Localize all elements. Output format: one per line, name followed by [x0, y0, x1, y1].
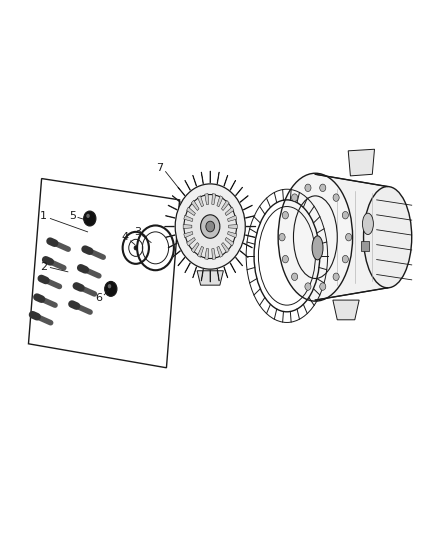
Polygon shape: [228, 231, 237, 238]
Text: 1: 1: [40, 211, 47, 221]
Polygon shape: [165, 226, 174, 227]
Circle shape: [320, 184, 326, 191]
Polygon shape: [217, 196, 223, 207]
Polygon shape: [245, 235, 255, 238]
Polygon shape: [224, 175, 228, 186]
Polygon shape: [246, 226, 256, 227]
Polygon shape: [244, 243, 252, 248]
Polygon shape: [187, 207, 195, 215]
Circle shape: [84, 211, 96, 226]
Circle shape: [184, 195, 237, 259]
Polygon shape: [225, 207, 234, 215]
Polygon shape: [210, 171, 211, 183]
Text: 4: 4: [121, 232, 128, 242]
Polygon shape: [210, 270, 211, 282]
Circle shape: [283, 255, 289, 263]
Circle shape: [201, 215, 220, 238]
Polygon shape: [172, 251, 180, 257]
Polygon shape: [191, 200, 199, 211]
Ellipse shape: [364, 187, 412, 288]
Circle shape: [175, 184, 245, 269]
Polygon shape: [224, 267, 228, 278]
Polygon shape: [229, 224, 237, 229]
Polygon shape: [178, 257, 185, 266]
Polygon shape: [225, 238, 234, 246]
Polygon shape: [184, 215, 193, 222]
Ellipse shape: [362, 213, 373, 235]
Polygon shape: [193, 175, 197, 186]
Polygon shape: [201, 269, 204, 281]
Polygon shape: [185, 180, 191, 190]
Circle shape: [342, 212, 348, 219]
Circle shape: [292, 273, 298, 280]
Polygon shape: [217, 172, 219, 184]
Circle shape: [333, 194, 339, 201]
Polygon shape: [217, 269, 219, 281]
Polygon shape: [245, 215, 255, 219]
Polygon shape: [240, 196, 248, 203]
Polygon shape: [28, 179, 180, 368]
Text: 5: 5: [69, 211, 76, 221]
Circle shape: [320, 283, 326, 290]
Polygon shape: [168, 205, 177, 210]
Polygon shape: [228, 215, 237, 222]
Polygon shape: [187, 238, 195, 246]
Polygon shape: [333, 300, 359, 320]
Polygon shape: [166, 215, 175, 219]
Polygon shape: [236, 257, 243, 266]
Polygon shape: [348, 149, 374, 176]
Polygon shape: [205, 193, 209, 205]
Polygon shape: [230, 263, 236, 273]
Text: 2: 2: [40, 262, 47, 271]
Polygon shape: [244, 205, 252, 210]
Polygon shape: [168, 243, 177, 248]
Circle shape: [305, 184, 311, 191]
Polygon shape: [198, 246, 204, 257]
Text: 6: 6: [95, 294, 102, 303]
Circle shape: [342, 255, 348, 263]
Polygon shape: [212, 248, 215, 260]
Text: 3: 3: [134, 227, 141, 237]
Circle shape: [305, 283, 311, 290]
Polygon shape: [166, 235, 175, 238]
Ellipse shape: [312, 236, 323, 260]
Polygon shape: [198, 196, 204, 207]
Polygon shape: [315, 174, 388, 300]
Circle shape: [206, 221, 215, 232]
Polygon shape: [183, 224, 192, 229]
Circle shape: [292, 194, 298, 201]
Polygon shape: [191, 243, 199, 253]
Polygon shape: [197, 271, 223, 285]
Circle shape: [134, 246, 138, 250]
Circle shape: [279, 233, 285, 241]
Text: 7: 7: [156, 163, 163, 173]
Polygon shape: [184, 231, 193, 238]
Circle shape: [346, 233, 352, 241]
Polygon shape: [230, 180, 236, 190]
Polygon shape: [185, 263, 191, 273]
Polygon shape: [222, 200, 229, 211]
Polygon shape: [205, 248, 209, 260]
Circle shape: [105, 281, 117, 296]
Polygon shape: [178, 187, 185, 196]
Polygon shape: [212, 193, 215, 205]
Polygon shape: [201, 172, 204, 184]
Ellipse shape: [278, 173, 353, 301]
FancyBboxPatch shape: [361, 241, 369, 251]
Circle shape: [283, 212, 289, 219]
Polygon shape: [222, 243, 229, 253]
Polygon shape: [172, 196, 180, 203]
Polygon shape: [236, 187, 243, 196]
Polygon shape: [217, 246, 223, 257]
Polygon shape: [193, 267, 197, 278]
Circle shape: [333, 273, 339, 280]
Polygon shape: [240, 251, 248, 257]
Circle shape: [108, 284, 111, 288]
Circle shape: [86, 214, 90, 218]
